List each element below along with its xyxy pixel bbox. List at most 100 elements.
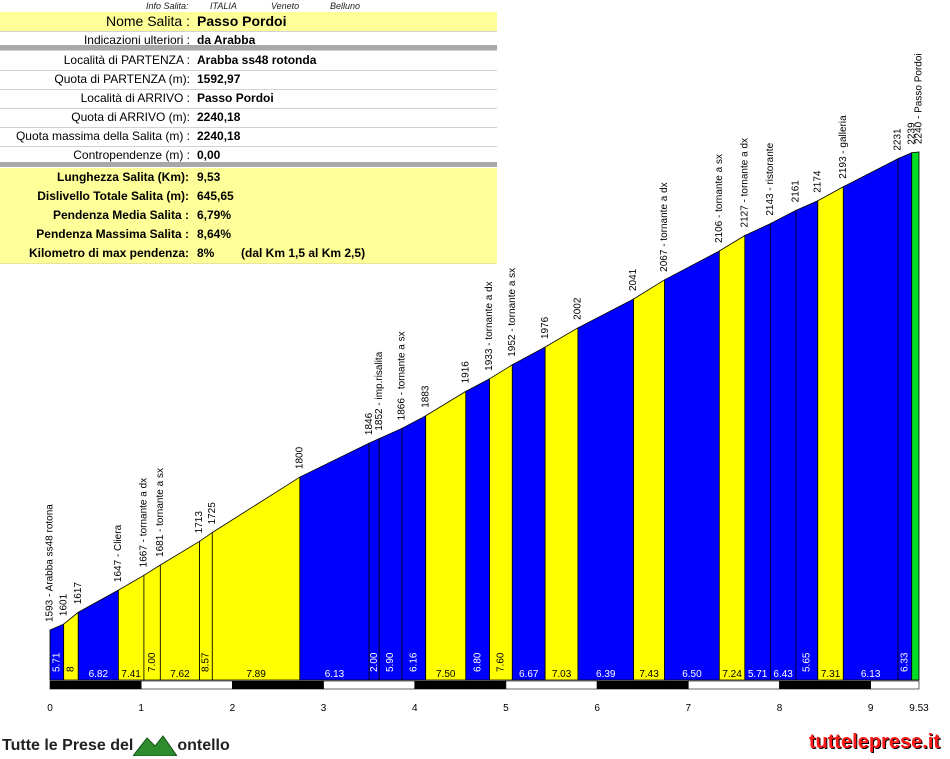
segment-grade-label: 2.00	[369, 652, 380, 672]
profile-segment	[378, 427, 403, 681]
altitude-annotation: 1883	[420, 385, 431, 408]
altitude-annotation: 1933 - tornante a dx	[484, 281, 495, 371]
altitude-annotation: 1916	[460, 361, 471, 384]
segment-grade-label: 5.71	[748, 669, 768, 680]
segment-grade-label: 7.31	[821, 669, 841, 680]
segment-grade-label: 7.89	[246, 669, 266, 680]
stat-value: 6,79%	[197, 208, 232, 222]
stat-value: 8% (dal Km 1,5 al Km 2,5)	[197, 246, 366, 260]
row-indicazioni: Indicazioni ulteriori : da Arabba	[0, 31, 497, 51]
altitude-annotation: 2174	[812, 170, 823, 193]
km-scale-block	[596, 680, 689, 690]
profile-segment	[117, 574, 145, 681]
profile-segment	[299, 442, 370, 681]
segment-grade-label: 8.57	[201, 652, 212, 672]
profile-segment	[577, 298, 634, 681]
info-header-country: ITALIA	[210, 1, 237, 11]
km-scale-block	[232, 680, 324, 690]
stat-value: 8,64%	[197, 227, 232, 241]
footer-brand-text: Tutte le Prese del	[2, 737, 134, 754]
info-header-region: Veneto	[271, 1, 300, 11]
km-scale-block	[688, 680, 780, 690]
profile-segment	[769, 209, 797, 681]
row-label: Quota massima della Salita (m) :	[15, 129, 190, 143]
altitude-annotation: 1952 - tornante a sx	[507, 268, 518, 357]
profile-segment	[77, 589, 119, 681]
profile-segment	[718, 234, 746, 681]
row-value: Passo Pordoi	[197, 13, 287, 29]
row-value: Arabba ss48 rotonda	[197, 53, 317, 67]
km-scale-block	[323, 680, 416, 690]
stat-label: Pendenza Massima Salita :	[36, 227, 189, 241]
row-quota-partenza: Quota di PARTENZA (m): 1592,97	[0, 70, 497, 90]
altitude-annotation: 2127 - tornante a dx	[739, 138, 750, 228]
altitude-annotation: 1601	[58, 593, 69, 616]
profile-segment	[897, 152, 913, 681]
segment-grade-label: 6.80	[472, 652, 483, 672]
x-tick-label: 5	[503, 703, 509, 714]
altitude-annotation: 2002	[573, 297, 584, 320]
profile-segment	[911, 151, 920, 681]
footer-brand: Tutte le Prese del ontello	[2, 734, 230, 756]
altitude-annotation: 2067 - tornante a dx	[659, 182, 670, 272]
altitude-annotation: 1846	[364, 412, 375, 435]
profile-segment	[489, 364, 513, 681]
altitude-annotation: 2231	[893, 128, 904, 151]
segment-grade-label: 7.41	[121, 669, 141, 680]
altitude-annotation: 1617	[73, 582, 84, 605]
row-localita-partenza: Località di PARTENZA : Arabba ss48 roton…	[0, 51, 497, 71]
altitude-annotation: 2193 - galleria	[838, 115, 849, 179]
segment-grade-label: 6.67	[519, 669, 539, 680]
row-label: Quota di ARRIVO (m):	[71, 110, 190, 124]
profile-segment	[795, 200, 819, 681]
km-scale-block	[870, 680, 920, 690]
footer-website: tutteleprese.it	[808, 731, 940, 753]
segment-grade-label: 7.50	[436, 669, 456, 680]
x-tick-label: 7	[686, 703, 692, 714]
stat-value: 645,65	[197, 189, 234, 203]
row-label: Località di PARTENZA :	[63, 53, 190, 67]
info-header-province: Belluno	[330, 1, 361, 11]
segment-grade-label: 7.24	[722, 669, 742, 680]
segment-grade-label: 6.39	[596, 669, 616, 680]
stat-value: 9,53	[197, 170, 221, 184]
segment-grade-label: 6.43	[773, 669, 793, 680]
altitude-annotation: 1976	[540, 316, 551, 339]
profile-segment	[368, 438, 380, 681]
x-tick-label: 0	[47, 703, 53, 714]
segment-grade-label: 6.50	[682, 669, 702, 680]
x-tick-label: 9.53	[909, 703, 929, 714]
segment-grade-label: 7.60	[496, 652, 507, 672]
segment-grade-label: 6.13	[325, 669, 345, 680]
x-tick-label: 2	[230, 703, 236, 714]
row-nome-salita: Nome Salita : Passo Pordoi	[0, 12, 497, 32]
row-value: 1592,97	[197, 72, 241, 86]
altitude-annotation: 1593 - Arabba ss48 rotona	[45, 504, 56, 622]
segment-grade-label: 7.43	[639, 669, 659, 680]
segment-grade-label: 5.65	[801, 652, 812, 672]
profile-segment	[511, 346, 546, 681]
segment-grade-label: 6.82	[89, 669, 109, 680]
profile-segment	[211, 476, 301, 681]
row-label: Località di ARRIVO :	[80, 91, 190, 105]
profile-segment	[159, 540, 200, 681]
profile-segment	[817, 186, 844, 681]
altitude-annotation: 2239	[906, 122, 917, 145]
altitude-annotation: 1852 - imp.risalita	[374, 351, 385, 430]
row-value: 2240,18	[197, 110, 241, 124]
altitude-annotation: 2143 - ristorante	[765, 142, 776, 215]
segment-grade-label: 5.90	[385, 652, 396, 672]
segment-grade-label: 6.16	[408, 652, 419, 672]
profile-segment	[842, 157, 899, 681]
segment-grade-label: 5.71	[51, 652, 62, 672]
separator	[0, 45, 497, 50]
profile-segment	[465, 378, 490, 681]
row-label: Indicazioni ulteriori :	[83, 33, 190, 47]
altitude-annotation: 2106 - tornante a sx	[714, 154, 725, 243]
stat-label: Kilometro di max pendenza:	[28, 246, 189, 260]
km-scale-block	[414, 680, 507, 690]
row-label: Nome Salita :	[105, 13, 190, 29]
x-tick-label: 6	[594, 703, 600, 714]
km-scale-block	[49, 680, 142, 690]
